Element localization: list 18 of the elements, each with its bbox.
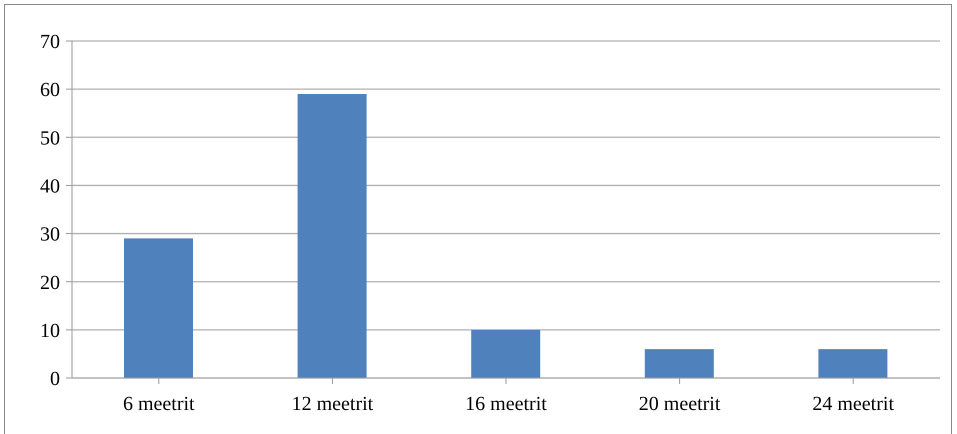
bar bbox=[644, 349, 714, 378]
y-tick-label: 10 bbox=[40, 320, 60, 342]
bar bbox=[298, 94, 367, 378]
y-tick-label: 40 bbox=[40, 176, 60, 198]
x-tick-label: 6 meetrit bbox=[122, 393, 196, 416]
y-tick-label: 30 bbox=[40, 224, 60, 246]
x-tick-label: 24 meetrit bbox=[812, 393, 894, 416]
y-tick-label: 20 bbox=[40, 272, 60, 294]
x-tick-label: 12 meetrit bbox=[292, 393, 374, 416]
bar bbox=[124, 238, 193, 378]
x-tick-label: 20 meetrit bbox=[638, 393, 721, 416]
y-tick-label: 0 bbox=[50, 368, 60, 390]
y-tick-label: 70 bbox=[40, 31, 60, 54]
bar bbox=[471, 330, 540, 378]
y-tick-label: 60 bbox=[40, 79, 60, 102]
y-tick-label: 50 bbox=[40, 127, 60, 150]
x-tick-label: 16 meetrit bbox=[465, 393, 548, 416]
bar bbox=[818, 349, 888, 378]
